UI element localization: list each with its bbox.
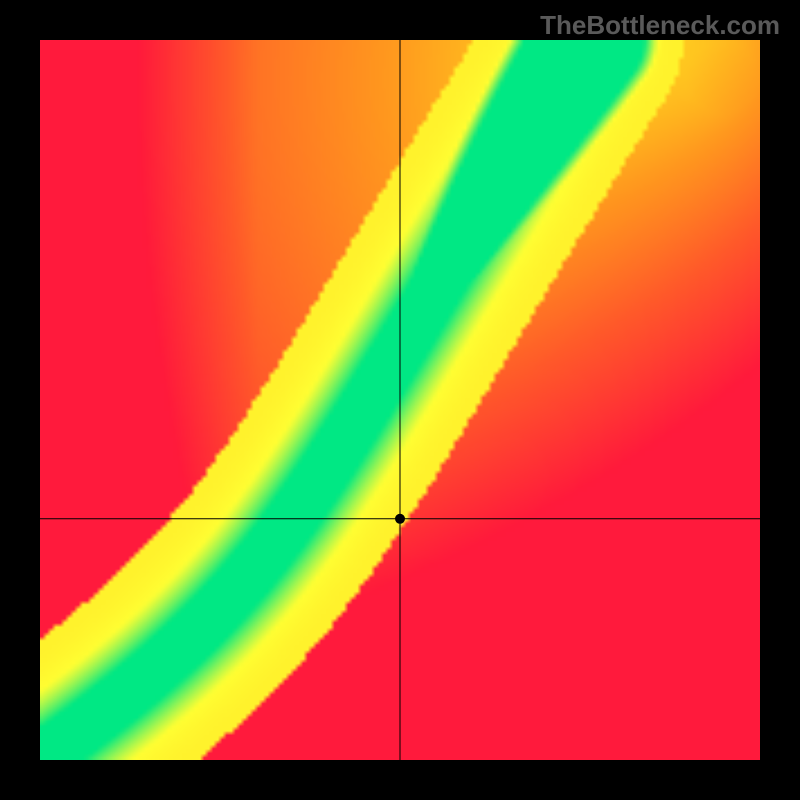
chart-container: TheBottleneck.com (0, 0, 800, 800)
watermark-text: TheBottleneck.com (540, 10, 780, 41)
bottleneck-heatmap (40, 40, 760, 760)
